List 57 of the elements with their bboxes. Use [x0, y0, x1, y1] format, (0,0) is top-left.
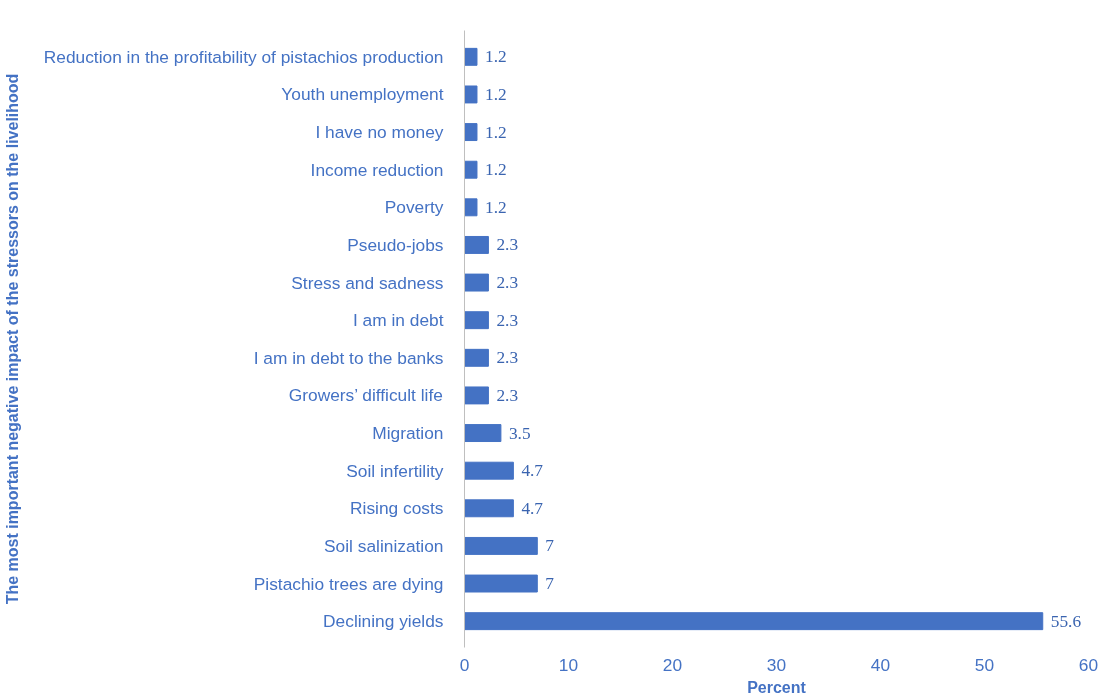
data-label: 55.6 [1050, 611, 1082, 631]
y-tick-label: Soil salinization [324, 535, 444, 556]
data-label: 1.2 [484, 122, 507, 142]
data-label: 4.7 [521, 498, 544, 518]
y-tick-label: Pseudo-jobs [347, 234, 444, 255]
bar [464, 235, 489, 254]
bar [464, 386, 489, 405]
y-tick-label: Income reduction [310, 159, 444, 180]
y-tick-label: I have no money [315, 122, 444, 143]
bar [464, 47, 478, 66]
bar [464, 160, 478, 179]
bar [464, 273, 489, 292]
bar [464, 198, 478, 217]
data-label: 1.2 [484, 160, 507, 180]
x-tick-label: 0 [459, 654, 470, 675]
data-label: 2.3 [496, 348, 519, 368]
x-tick-label: 40 [870, 654, 891, 675]
x-tick-label: 10 [558, 654, 579, 675]
data-label: 1.2 [484, 47, 507, 67]
bar [464, 311, 489, 330]
bar [464, 123, 478, 142]
x-tick-label: 50 [974, 654, 995, 675]
y-tick-label: Rising costs [350, 498, 444, 519]
data-label: 1.2 [484, 197, 507, 217]
data-label: 4.7 [521, 461, 544, 481]
bar [464, 499, 514, 518]
y-tick-label: Soil infertility [346, 460, 444, 481]
y-axis-title: The most important negative impact of the stressors on the livelihood [3, 73, 21, 605]
bar [464, 424, 502, 443]
y-tick-label: Declining yields [323, 611, 444, 632]
y-tick-label: Poverty [384, 197, 444, 218]
y-tick-label: I am in debt to the banks [253, 347, 444, 368]
data-label: 2.3 [496, 385, 519, 405]
bar [464, 348, 489, 367]
x-tick-label: 30 [766, 654, 787, 675]
data-label: 2.3 [496, 235, 519, 255]
y-tick-label: Migration [372, 423, 444, 444]
bar [464, 612, 1044, 631]
data-label: 3.5 [508, 423, 531, 443]
y-tick-label: Growers’ difficult life [288, 385, 443, 406]
y-tick-label: Stress and sadness [291, 272, 444, 293]
bar [464, 574, 538, 593]
data-label: 7 [545, 574, 555, 594]
x-tick-label: 20 [662, 654, 683, 675]
data-label: 7 [545, 536, 555, 556]
data-label: 2.3 [496, 310, 519, 330]
x-axis-title: Percent [747, 678, 807, 696]
data-label: 2.3 [496, 273, 519, 293]
y-tick-label: Pistachio trees are dying [253, 573, 444, 594]
y-tick-label: I am in debt [352, 310, 444, 331]
data-label: 1.2 [484, 84, 507, 104]
bar [464, 536, 538, 555]
y-tick-label: Youth unemployment [281, 84, 444, 105]
bar [464, 85, 478, 104]
bar [464, 461, 514, 480]
y-tick-label: Reduction in the profitability of pistachios production [43, 46, 444, 67]
x-tick-label: 60 [1078, 654, 1099, 675]
